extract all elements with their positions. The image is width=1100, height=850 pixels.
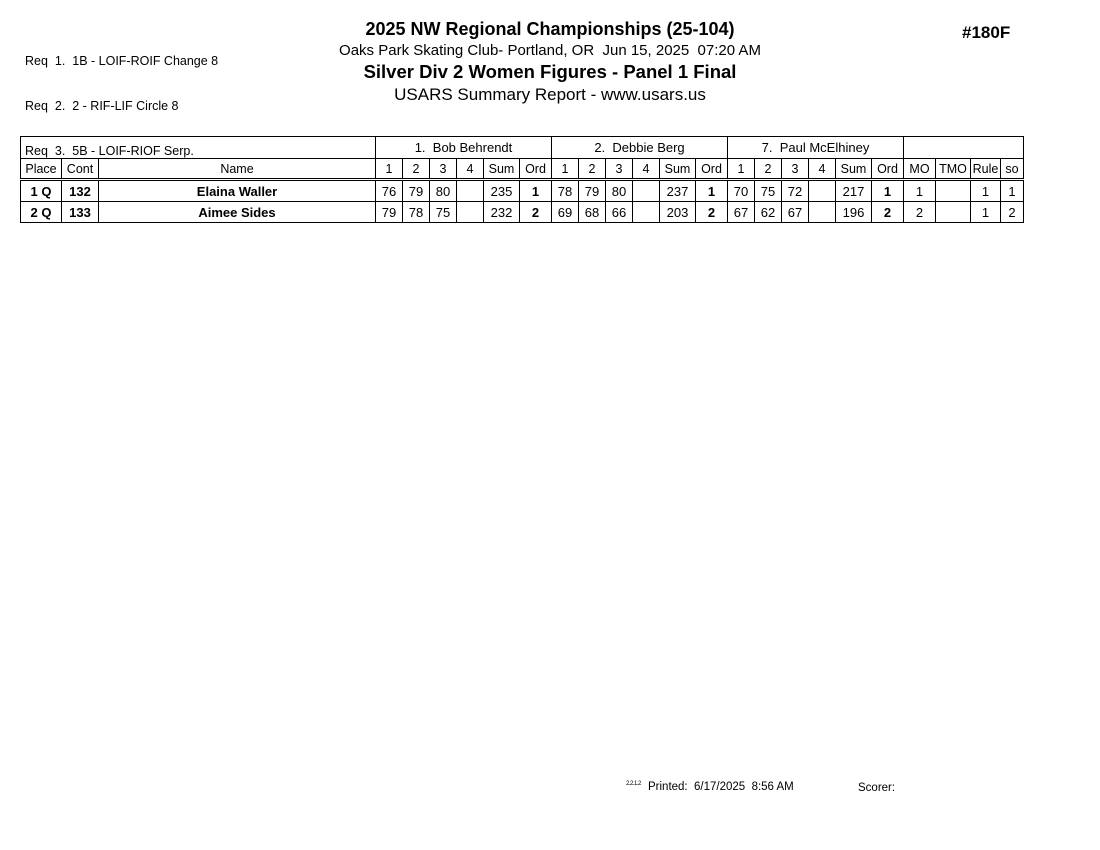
judge-3-name: 7. Paul McElhiney bbox=[727, 136, 904, 159]
j3-score-2: 62 bbox=[754, 201, 782, 223]
j3-score-3: 72 bbox=[781, 179, 809, 202]
contestant-number-cell: 132 bbox=[61, 179, 99, 202]
so-cell: 1 bbox=[1000, 179, 1024, 202]
header-j2-score-1: 1 bbox=[551, 158, 579, 181]
j1-score-4 bbox=[456, 201, 484, 223]
header-j3-score-2: 2 bbox=[754, 158, 782, 181]
column-header-row: Place Cont Name 1 2 3 4 Sum Ord 1 2 3 4 … bbox=[20, 158, 1024, 181]
software-version: 2.2.1.2 bbox=[626, 781, 641, 787]
header-so: so bbox=[1000, 158, 1024, 181]
report-type-line: USARS Summary Report - www.usars.us bbox=[394, 85, 706, 104]
header-rule: Rule bbox=[970, 158, 1001, 181]
judge-1-name: 1. Bob Behrendt bbox=[375, 136, 552, 159]
j1-sum: 232 bbox=[483, 201, 520, 223]
j1-score-2: 78 bbox=[402, 201, 430, 223]
requirement-line-1: Req 1. 1B - LOIF-ROIF Change 8 bbox=[25, 54, 219, 68]
j2-score-2: 79 bbox=[578, 179, 606, 202]
j3-ord: 2 bbox=[871, 201, 904, 223]
requirement-line-2: Req 2. 2 - RIF-LIF Circle 8 bbox=[25, 99, 179, 113]
j3-score-3: 67 bbox=[781, 201, 809, 223]
competition-title: 2025 NW Regional Championships (25-104) bbox=[365, 19, 735, 39]
judge-row-spacer-left bbox=[20, 136, 376, 159]
rule-cell: 1 bbox=[970, 179, 1001, 202]
header-name: Name bbox=[98, 158, 376, 181]
header-j1-score-1: 1 bbox=[375, 158, 403, 181]
j3-score-4 bbox=[808, 201, 836, 223]
venue-date-line: Oaks Park Skating Club- Portland, OR Jun… bbox=[339, 42, 761, 59]
header-j2-score-3: 3 bbox=[605, 158, 633, 181]
header-tmo: TMO bbox=[935, 158, 971, 181]
header-cont: Cont bbox=[61, 158, 99, 181]
j1-ord: 1 bbox=[519, 179, 552, 202]
place-cell: 2 Q bbox=[20, 201, 62, 223]
skater-name-cell: Elaina Waller bbox=[98, 179, 376, 202]
judge-2-name: 2. Debbie Berg bbox=[551, 136, 728, 159]
j3-sum: 217 bbox=[835, 179, 872, 202]
j2-score-4 bbox=[632, 201, 660, 223]
header-j1-score-2: 2 bbox=[402, 158, 430, 181]
table-row: 2 Q 133 Aimee Sides 79 78 75 232 2 69 68… bbox=[20, 201, 1024, 223]
j3-score-2: 75 bbox=[754, 179, 782, 202]
header-j3-score-1: 1 bbox=[727, 158, 755, 181]
event-title: Silver Div 2 Women Figures - Panel 1 Fin… bbox=[363, 61, 737, 82]
contestant-number-cell: 133 bbox=[61, 201, 99, 223]
j1-score-2: 79 bbox=[402, 179, 430, 202]
judge-header-row: 1. Bob Behrendt 2. Debbie Berg 7. Paul M… bbox=[20, 136, 1024, 159]
j1-sum: 235 bbox=[483, 179, 520, 202]
j1-score-1: 76 bbox=[375, 179, 403, 202]
j2-sum: 237 bbox=[659, 179, 696, 202]
j2-score-1: 78 bbox=[551, 179, 579, 202]
j3-score-1: 70 bbox=[727, 179, 755, 202]
header-mo: MO bbox=[903, 158, 936, 181]
j1-score-1: 79 bbox=[375, 201, 403, 223]
j1-ord: 2 bbox=[519, 201, 552, 223]
j2-score-3: 80 bbox=[605, 179, 633, 202]
skater-name-cell: Aimee Sides bbox=[98, 201, 376, 223]
j2-ord: 1 bbox=[695, 179, 728, 202]
header-j2-score-4: 4 bbox=[632, 158, 660, 181]
header-j1-score-4: 4 bbox=[456, 158, 484, 181]
so-cell: 2 bbox=[1000, 201, 1024, 223]
j2-score-3: 66 bbox=[605, 201, 633, 223]
place-cell: 1 Q bbox=[20, 179, 62, 202]
j1-score-3: 75 bbox=[429, 201, 457, 223]
j2-ord: 2 bbox=[695, 201, 728, 223]
j3-ord: 1 bbox=[871, 179, 904, 202]
header-j3-sum: Sum bbox=[835, 158, 872, 181]
title-block: 2025 NW Regional Championships (25-104) … bbox=[200, 18, 900, 107]
j1-score-3: 80 bbox=[429, 179, 457, 202]
rule-cell: 1 bbox=[970, 201, 1001, 223]
tmo-cell bbox=[935, 179, 971, 202]
header-j1-score-3: 3 bbox=[429, 158, 457, 181]
tmo-cell bbox=[935, 201, 971, 223]
j2-score-4 bbox=[632, 179, 660, 202]
mo-cell: 1 bbox=[903, 179, 936, 202]
j3-score-1: 67 bbox=[727, 201, 755, 223]
header-j3-score-3: 3 bbox=[781, 158, 809, 181]
table-row: 1 Q 132 Elaina Waller 76 79 80 235 1 78 … bbox=[20, 179, 1024, 202]
document-number: #180F bbox=[962, 23, 1011, 42]
j1-score-4 bbox=[456, 179, 484, 202]
scorer-label: Scorer: bbox=[858, 782, 896, 794]
header-j3-ord: Ord bbox=[871, 158, 904, 181]
mo-cell: 2 bbox=[903, 201, 936, 223]
header-j3-score-4: 4 bbox=[808, 158, 836, 181]
header-j2-sum: Sum bbox=[659, 158, 696, 181]
results-table: 1. Bob Behrendt 2. Debbie Berg 7. Paul M… bbox=[20, 136, 1024, 223]
judge-row-spacer-right bbox=[903, 136, 1024, 159]
header-j1-sum: Sum bbox=[483, 158, 520, 181]
j2-score-2: 68 bbox=[578, 201, 606, 223]
j2-score-1: 69 bbox=[551, 201, 579, 223]
header-place: Place bbox=[20, 158, 62, 181]
j3-sum: 196 bbox=[835, 201, 872, 223]
j3-score-4 bbox=[808, 179, 836, 202]
header-j1-ord: Ord bbox=[519, 158, 552, 181]
printed-timestamp: Printed: 6/17/2025 8:56 AM bbox=[648, 781, 794, 793]
header-j2-ord: Ord bbox=[695, 158, 728, 181]
j2-sum: 203 bbox=[659, 201, 696, 223]
header-j2-score-2: 2 bbox=[578, 158, 606, 181]
